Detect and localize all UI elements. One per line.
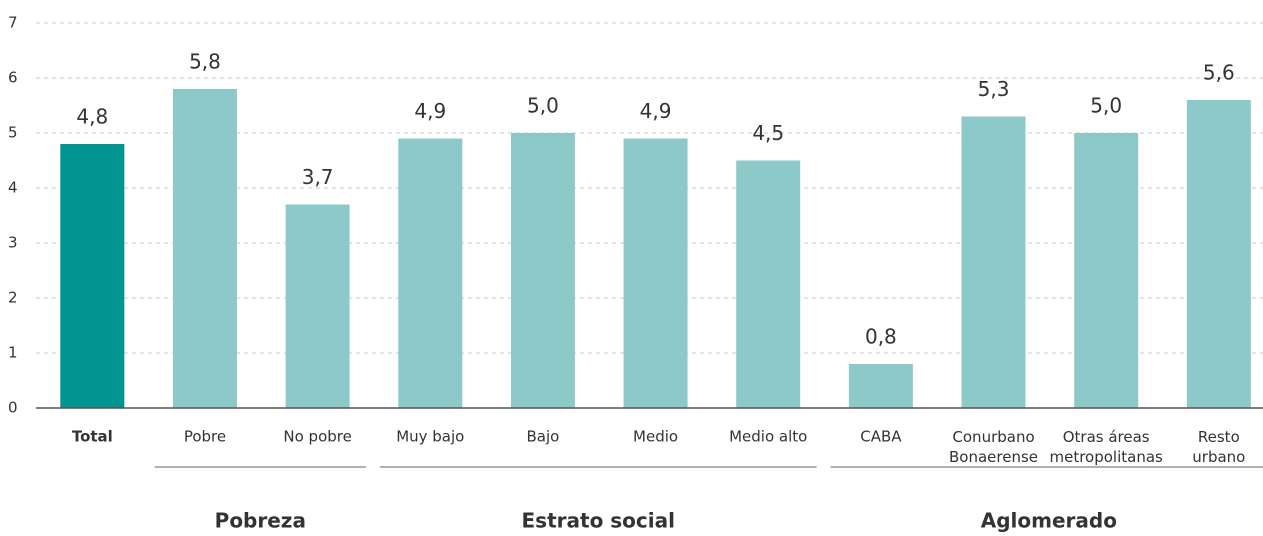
bar [961,116,1026,408]
y-tick-label: 4 [8,179,18,197]
group-label: Pobreza [215,509,306,533]
y-tick-label: 6 [8,69,18,87]
group-label: Estrato social [522,509,675,533]
x-tick-label: Pobre [184,428,226,446]
x-tick-label: Bajo [527,428,560,446]
bar [172,89,237,408]
y-tick-label: 0 [8,399,18,417]
y-tick-label: 5 [8,124,18,142]
value-label: 5,6 [1203,61,1235,85]
value-label: 0,8 [865,325,897,349]
x-tick-label: No pobre [283,428,351,446]
bar [848,364,913,408]
bar [623,138,688,408]
bar [60,144,125,408]
y-tick-label: 3 [8,234,18,252]
value-label: 5,0 [1090,94,1122,118]
x-tick-label: Conurbano Bonaerense [949,428,1038,466]
x-tick-label: Medio [633,428,678,446]
bar [285,204,350,408]
value-label: 4,9 [414,99,446,123]
bar [736,160,801,408]
bar [510,133,575,408]
value-label: 4,5 [752,121,784,145]
x-tick-label: Resto urbano [1192,428,1245,466]
y-tick-label: 7 [8,14,18,32]
x-tick-label: CABA [860,428,902,446]
y-tick-label: 2 [8,289,18,307]
value-label: 3,7 [302,165,334,189]
value-label: 5,3 [978,77,1010,101]
x-tick-label: Medio alto [729,428,807,446]
y-tick-label: 1 [8,344,18,362]
x-tick-label: Total [72,428,113,446]
value-label: 4,8 [76,105,108,129]
value-label: 4,9 [640,99,672,123]
x-tick-label: Muy bajo [396,428,464,446]
group-label: Aglomerado [981,509,1117,533]
value-label: 5,0 [527,94,559,118]
x-tick-label: Otras áreas metropolitanas [1049,428,1163,466]
bar [1186,100,1251,408]
bar [398,138,463,408]
bar [1074,133,1139,408]
value-label: 5,8 [189,50,221,74]
